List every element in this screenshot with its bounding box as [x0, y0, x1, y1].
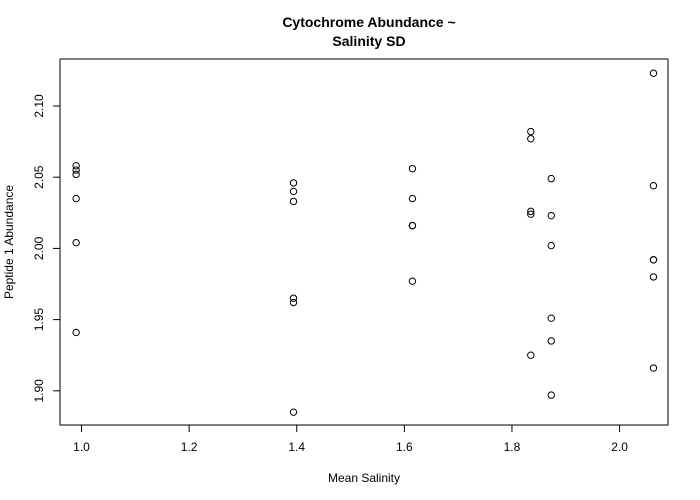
data-point	[649, 256, 658, 264]
data-point	[547, 337, 555, 345]
data-point	[527, 210, 535, 218]
y-axis: 1.90 1.95 2.00 2.05 2.10	[32, 94, 61, 403]
y-axis-label: Peptide 1 Abundance	[2, 185, 16, 299]
x-tick-label: 1.2	[181, 440, 198, 454]
data-point	[527, 207, 535, 216]
data-point	[547, 241, 555, 250]
data-point	[408, 277, 417, 285]
chart-title-line-1: Cytochrome Abundance ~	[282, 14, 455, 30]
data-points	[72, 69, 658, 416]
data-point	[408, 221, 417, 230]
x-tick-label: 1.0	[73, 440, 90, 454]
data-point	[72, 170, 80, 179]
data-point	[72, 328, 80, 337]
x-tick-label: 1.6	[396, 440, 413, 454]
x-axis-label: Mean Salinity	[328, 471, 400, 485]
data-point	[289, 408, 298, 416]
data-point	[408, 194, 417, 203]
data-point	[649, 182, 658, 190]
data-point	[547, 174, 555, 183]
y-tick-label: 1.95	[32, 308, 46, 332]
data-point	[649, 69, 658, 77]
x-tick-label: 1.8	[504, 440, 521, 454]
x-axis: 1.0 1.2 1.4 1.6 1.8 2.0	[73, 424, 628, 454]
y-tick-label: 2.05	[32, 165, 46, 189]
data-point	[289, 298, 298, 307]
data-point	[527, 351, 535, 359]
plot-frame	[59, 58, 669, 426]
data-point	[649, 364, 658, 372]
data-point	[289, 197, 298, 206]
y-tick-label: 2.00	[32, 236, 46, 260]
data-point	[289, 179, 298, 187]
data-point	[72, 166, 80, 174]
data-point	[72, 239, 80, 247]
data-point	[527, 127, 535, 136]
data-point	[408, 164, 417, 173]
y-tick-label: 2.10	[32, 94, 46, 118]
data-point	[527, 135, 535, 143]
chart-title-line-2: Salinity SD	[332, 33, 405, 49]
data-point	[547, 211, 555, 220]
x-tick-label: 1.4	[288, 440, 305, 454]
data-point	[289, 187, 298, 196]
data-point	[289, 294, 298, 302]
data-point	[547, 391, 555, 399]
data-point	[72, 194, 80, 203]
data-point	[649, 273, 658, 281]
y-tick-label: 1.90	[32, 379, 46, 403]
data-point	[72, 162, 80, 170]
x-tick-label: 2.0	[611, 440, 628, 454]
data-point	[547, 314, 555, 322]
